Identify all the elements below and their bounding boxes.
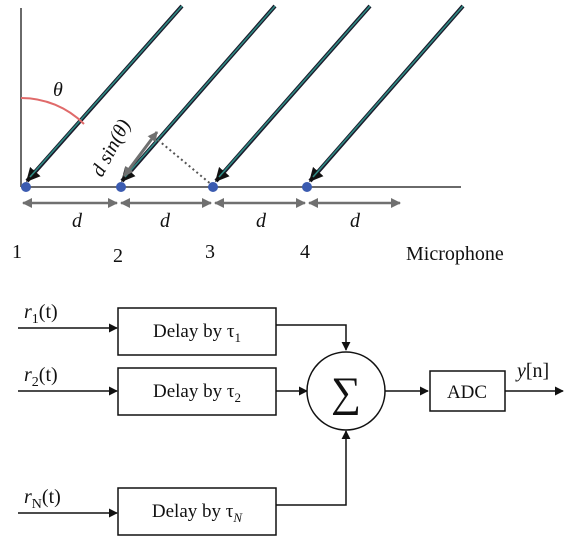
delay-block-2-label: Delay by τ2 <box>153 381 241 405</box>
input-signal-label-n: rN(t) <box>24 486 61 512</box>
microphone-label: Microphone <box>406 243 504 265</box>
microphone-array: θ d sin(θ) d d d d 1 2 3 4 Microphone <box>12 4 504 267</box>
connector-n <box>276 430 351 506</box>
input-signal-label-2: r2(t) <box>24 364 58 390</box>
angle-arc <box>20 96 85 125</box>
spacing-label-1: d <box>72 210 83 232</box>
microphone-dot-2 <box>116 182 126 192</box>
spacing-dimensions: d d d d <box>22 198 401 232</box>
spacing-label-2: d <box>160 210 171 232</box>
incident-wave-rays <box>25 4 465 183</box>
delay-block-1-label: Delay by τ1 <box>153 321 241 345</box>
delay-block-n <box>117 487 277 536</box>
microphone-number-4: 4 <box>300 241 310 263</box>
spacing-label-4: d <box>350 210 361 232</box>
spacing-label-3: d <box>256 210 267 232</box>
path-difference-arrow <box>122 131 159 177</box>
connector-1 <box>276 324 351 351</box>
beamformer-block-diagram: r1(t) r2(t) rN(t) Delay by τ1 Delay by τ… <box>18 301 564 536</box>
adc-label: ADC <box>447 382 487 403</box>
sum-symbol: ∑ <box>331 370 361 416</box>
microphone-number-2: 2 <box>113 245 123 267</box>
perpendicular-dotted-line <box>157 139 213 186</box>
output-signal-label: y[n] <box>515 360 549 382</box>
input-signal-label-1: r1(t) <box>24 301 58 327</box>
microphone-dot-1 <box>21 182 31 192</box>
angle-label: θ <box>53 79 63 101</box>
delay-block-n-label: Delay by τN <box>152 501 244 525</box>
adc-block <box>429 370 506 412</box>
microphone-number-3: 3 <box>205 241 215 263</box>
microphone-dot-3 <box>208 182 218 192</box>
microphone-number-1: 1 <box>12 241 22 263</box>
microphone-dot-4 <box>302 182 312 192</box>
delay-block-1 <box>117 307 277 356</box>
